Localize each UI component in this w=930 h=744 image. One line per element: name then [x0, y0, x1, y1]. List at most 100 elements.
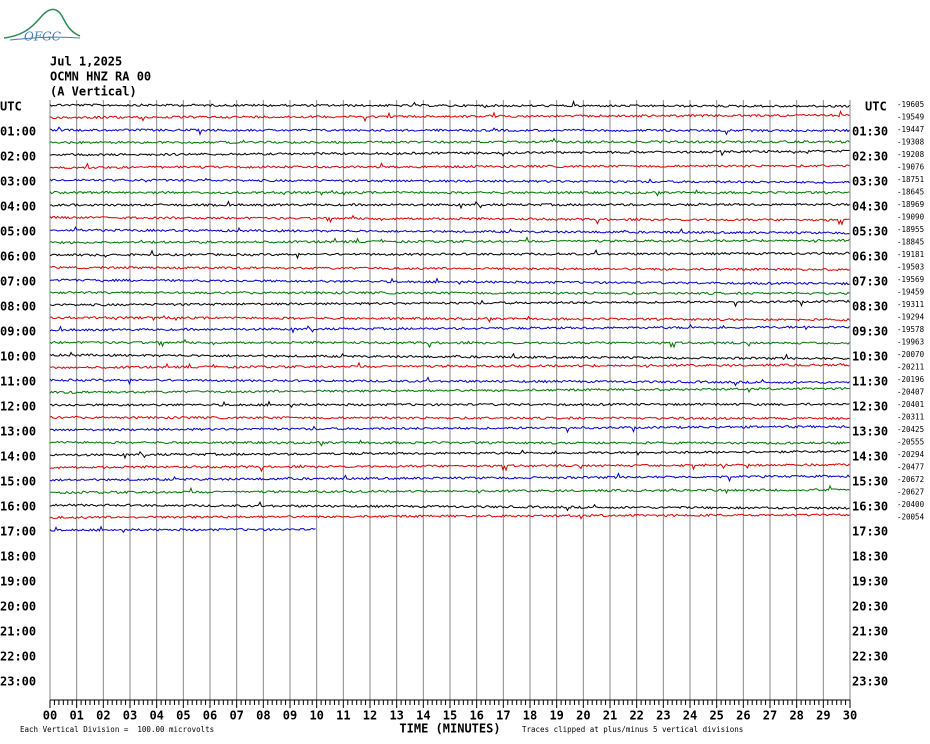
right-time-label: 13:30 — [852, 425, 888, 439]
seismic-trace — [49, 449, 850, 460]
trace-offset: -20070 — [897, 350, 925, 359]
x-tick-label: 06 — [203, 709, 217, 723]
x-tick-label: 01 — [69, 709, 83, 723]
right-time-label: 16:30 — [852, 500, 888, 514]
left-time-label: 20:00 — [0, 600, 36, 614]
left-time-label: 04:00 — [0, 200, 36, 214]
x-tick-label: 21 — [603, 709, 617, 723]
x-tick-label: 13 — [389, 709, 403, 723]
left-time-label: 15:00 — [0, 475, 36, 489]
left-time-label: 22:00 — [0, 650, 36, 664]
right-time-label: 14:30 — [852, 450, 888, 464]
x-tick-label: 03 — [123, 709, 137, 723]
trace-offset: -20294 — [897, 450, 925, 459]
x-tick-label: 05 — [176, 709, 190, 723]
left-time-label: 05:00 — [0, 225, 36, 239]
right-time-label: 11:30 — [852, 375, 888, 389]
trace-offset: -20555 — [897, 438, 924, 447]
right-time-label: 12:30 — [852, 400, 888, 414]
trace-offset: -19076 — [897, 163, 925, 172]
x-tick-label: 12 — [363, 709, 377, 723]
seismic-trace — [49, 214, 850, 226]
seismic-trace — [49, 248, 850, 260]
seismic-trace — [49, 323, 850, 334]
trace-offset: -20054 — [897, 513, 925, 522]
left-time-label: 06:00 — [0, 250, 36, 264]
trace-offset: -19578 — [897, 325, 925, 334]
left-time-label: 02:00 — [0, 150, 36, 164]
seismic-trace — [49, 126, 850, 136]
right-time-label: 19:30 — [852, 575, 888, 589]
seismic-trace — [49, 225, 850, 235]
trace-offset: -20196 — [897, 375, 925, 384]
x-tick-label: 08 — [256, 709, 270, 723]
seismic-trace — [50, 149, 850, 157]
x-tick-label: 30 — [843, 709, 857, 723]
right-time-label: 23:30 — [852, 675, 888, 689]
seismic-trace — [49, 439, 850, 447]
trace-offset: -18751 — [897, 175, 924, 184]
left-time-label: 07:00 — [0, 275, 36, 289]
trace-offset: -19963 — [897, 338, 924, 347]
x-tick-label: 28 — [789, 709, 803, 723]
right-time-label: 05:30 — [852, 225, 888, 239]
seismic-trace — [49, 351, 850, 361]
trace-offset: -19181 — [897, 250, 924, 259]
station: OCMN HNZ RA 00 — [50, 70, 151, 84]
right-time-label: 02:30 — [852, 150, 888, 164]
right-time-label: 17:30 — [852, 525, 888, 539]
right-time-label: 04:30 — [852, 200, 888, 214]
left-time-label: 17:00 — [0, 525, 36, 539]
left-time-label: 13:00 — [0, 425, 36, 439]
left-time-label: 14:00 — [0, 450, 36, 464]
seismic-trace — [49, 400, 850, 408]
seismic-trace — [49, 472, 850, 483]
x-tick-label: 27 — [763, 709, 777, 723]
seismic-trace — [49, 277, 850, 286]
seismic-trace — [49, 162, 850, 170]
component: (A Vertical) — [50, 85, 137, 99]
x-tick-label: 18 — [523, 709, 537, 723]
trace-offset: -19311 — [897, 300, 924, 309]
seismic-trace — [49, 99, 850, 109]
right-time-label: 07:30 — [852, 275, 888, 289]
seismic-trace — [49, 177, 850, 184]
trace-offset: -20477 — [897, 463, 924, 472]
left-time-label: 01:00 — [0, 125, 36, 139]
x-tick-label: 22 — [629, 709, 643, 723]
trace-offset: -20672 — [897, 475, 924, 484]
seismic-trace — [49, 361, 850, 370]
seismic-trace — [49, 137, 850, 145]
left-time-label: 19:00 — [0, 575, 36, 589]
seismic-trace — [49, 463, 850, 473]
x-tick-label: 25 — [709, 709, 723, 723]
trace-offset: -18969 — [897, 200, 924, 209]
scale-note: Each Vertical Division = 100.00 microvol… — [20, 725, 214, 734]
right-time-label: 08:30 — [852, 300, 888, 314]
seismic-trace — [49, 109, 850, 123]
x-tick-label: 19 — [549, 709, 563, 723]
trace-offset: -19549 — [897, 113, 924, 122]
x-tick-label: 04 — [149, 709, 163, 723]
right-time-label: 10:30 — [852, 350, 888, 364]
seismic-trace — [49, 501, 850, 512]
right-time-label: 03:30 — [852, 175, 888, 189]
left-time-label: 12:00 — [0, 400, 36, 414]
seismic-trace — [50, 484, 850, 495]
x-tick-label: 09 — [283, 709, 297, 723]
trace-offset: -19294 — [897, 313, 925, 322]
x-tick-label: 15 — [443, 709, 457, 723]
trace-offset: -20400 — [897, 500, 925, 509]
seismic-trace — [49, 525, 316, 534]
seismic-trace — [49, 290, 850, 296]
seismic-trace — [49, 189, 850, 197]
seismic-trace — [49, 513, 850, 520]
trace-offset: -19503 — [897, 263, 924, 272]
trace-offset: -19459 — [897, 288, 924, 297]
x-tick-label: 29 — [816, 709, 830, 723]
trace-offset: -19208 — [897, 150, 925, 159]
seismic-trace — [49, 338, 850, 349]
trace-offset: -18955 — [897, 225, 924, 234]
x-tick-label: 14 — [416, 709, 430, 723]
